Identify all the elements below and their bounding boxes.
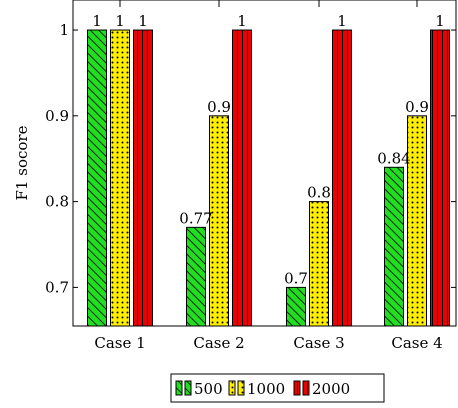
y-tick-label: 0.8 <box>45 193 69 211</box>
x-tick-label: Case 4 <box>391 334 442 352</box>
legend-swatch <box>228 380 236 396</box>
legend-label: 500 <box>194 380 223 398</box>
y-axis: 0.7 0.8 0.9 1 <box>45 21 456 296</box>
value-label: 1 <box>115 12 125 30</box>
legend-box <box>170 373 385 403</box>
value-label: 0.9 <box>207 98 231 116</box>
x-axis: Case 1 Case 2 Case 3 Case 4 <box>94 0 443 352</box>
bars <box>87 29 450 327</box>
value-label: 0.8 <box>307 184 331 202</box>
x-tick-label: Case 3 <box>293 334 344 352</box>
plot-frame <box>72 0 457 327</box>
legend-swatch <box>237 380 245 396</box>
bar-1000-case-3 <box>309 201 329 327</box>
legend-label: 2000 <box>312 380 350 398</box>
value-label: 0.77 <box>179 209 212 227</box>
bar-500-case-3 <box>286 286 306 327</box>
legend-swatch <box>175 380 183 396</box>
bar-500-case-4 <box>384 166 404 327</box>
y-tick-label: 0.9 <box>45 107 69 125</box>
x-tick-label: Case 2 <box>193 334 244 352</box>
legend: 500 1000 2000 <box>170 373 385 403</box>
legend-swatch <box>293 380 301 396</box>
value-label: 1 <box>237 12 247 30</box>
value-label: 0.7 <box>284 269 308 287</box>
legend-label: 1000 <box>247 380 285 398</box>
bar-1000-case-2 <box>209 115 229 327</box>
bar-2000-case-4 <box>430 29 450 327</box>
bar-2000-case-3 <box>332 29 352 327</box>
y-tick-label: 0.7 <box>45 278 69 296</box>
value-label: 1 <box>435 12 445 30</box>
legend-swatch <box>184 380 192 396</box>
value-label: 1 <box>92 12 102 30</box>
bar-1000-case-1 <box>110 29 130 327</box>
y-tick-label: 1 <box>59 21 69 39</box>
y-axis-label: F1 socore <box>13 125 31 200</box>
bar-2000-case-2 <box>232 29 252 327</box>
value-label: 0.9 <box>405 98 429 116</box>
value-label: 1 <box>138 12 148 30</box>
bar-2000-case-1 <box>133 29 153 327</box>
bar-1000-case-4 <box>407 115 427 327</box>
x-tick-label: Case 1 <box>94 334 145 352</box>
bar-500-case-1 <box>87 29 107 327</box>
bar-500-case-2 <box>186 226 206 327</box>
value-label: 0.84 <box>377 149 410 167</box>
legend-swatch <box>302 380 310 396</box>
value-label: 1 <box>337 12 347 30</box>
